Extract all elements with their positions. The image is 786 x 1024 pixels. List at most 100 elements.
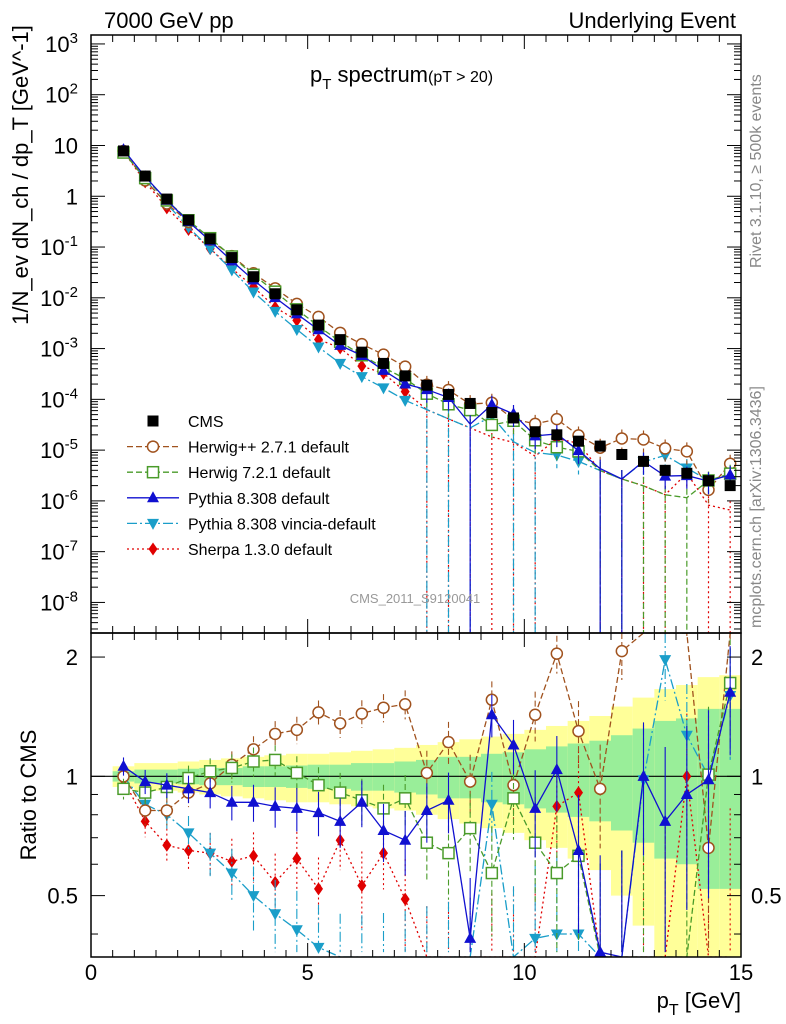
ratio-series-marker [269,909,282,921]
ratio-series-marker [182,782,195,794]
x-axis-label: pT [GeV] [657,988,741,1019]
legend-marker [147,415,159,427]
ratio-series-marker [485,866,499,880]
ratio-series-marker [507,738,520,750]
ratio-series-marker [312,942,325,954]
rivet-version-label: Rivet 3.1.10, ≥ 500k events [748,74,765,268]
ratio-series-marker [357,879,367,893]
ratio-series-marker [550,866,564,880]
main-series-marker [572,444,585,456]
ratio-series-marker [247,891,260,903]
main-series-marker [247,287,260,299]
legend-marker [146,440,160,453]
ratio-series-marker [268,727,282,741]
data-point [594,440,606,452]
data-point [313,319,324,331]
main-series-marker [399,395,412,407]
ratio-series-marker [290,801,303,813]
x-tick-label: 15 [729,960,753,985]
ratio-series-marker [615,644,629,658]
main-series-marker [485,418,499,432]
ratio-series-marker [290,925,303,937]
ratio-series-marker [572,843,585,855]
y-tick-label: 10-8 [40,588,78,615]
ratio-series-marker [464,931,477,943]
ratio-series-marker [529,801,542,813]
main-series-marker [680,445,694,458]
ratio-series-marker [225,761,239,775]
ratio-series-marker [637,769,650,781]
ratio-plot-area [117,633,737,957]
ratio-series-marker [247,795,260,807]
x-tick-label: 0 [85,960,97,985]
y-tick-label: 10-4 [40,385,78,412]
ratio-y-tick-label-left: 0.5 [47,884,78,909]
legend-marker [146,465,160,479]
ratio-series-marker [204,848,217,860]
band-green [719,708,741,889]
ratio-series-marker [507,792,520,805]
ratio-series-marker [160,778,173,790]
data-point [399,370,411,382]
main-series-marker [615,432,629,445]
ratio-y-tick-label-right: 0.5 [751,884,782,909]
legend-label: Pythia 8.308 vincia-default [188,516,376,533]
main-series-marker [312,342,325,354]
ratio-series-marker [398,698,412,711]
main-series-marker [225,265,238,277]
ratio-series-marker [204,786,217,798]
ratio-series-marker [420,803,433,815]
legend-marker [148,542,158,556]
ratio-y-axis-label: Ratio to CMS [16,730,41,861]
ratio-series-marker [659,655,672,667]
y-tick-label: 10-6 [40,487,78,514]
analysis-watermark: CMS_2011_S9120041 [350,591,481,606]
ratio-series-marker [333,717,347,730]
data-point [378,357,389,369]
ratio-series-marker [724,685,737,697]
ratio-series-marker [594,945,607,957]
ratio-series-marker [550,763,563,775]
main-series-marker [269,306,282,318]
data-point [421,379,433,391]
ratio-series-marker [463,775,477,788]
data-point [638,455,649,467]
y-tick-label: 102 [45,81,78,108]
ratio-series-marker [355,795,368,807]
ratio-series-marker [529,933,542,945]
legend-label: Sherpa 1.3.0 default [188,542,333,559]
data-point [161,193,173,205]
ratio-series-marker [184,843,193,857]
legend-marker [147,491,159,503]
data-point [551,429,563,441]
data-point [659,464,671,476]
data-point [486,407,498,419]
main-series-line [122,151,731,511]
ratio-series-marker [550,647,564,660]
main-series-marker [377,363,390,375]
x-tick-label: 5 [302,960,314,985]
ratio-series-marker [203,764,217,778]
ratio-series-marker [269,799,282,811]
data-point [443,388,454,400]
legend-label: CMS [188,414,224,431]
data-point [248,271,259,283]
data-point [464,397,476,409]
ratio-series-marker [160,804,174,817]
main-series-marker [550,412,564,426]
data-point [226,252,238,264]
ratio-series-marker [268,753,282,767]
ratio-series-marker [702,773,715,785]
ratio-series-marker [162,838,172,852]
ratio-series-marker [139,775,152,787]
ratio-series-marker [227,854,237,868]
ratio-series-marker [659,814,672,826]
ratio-y-tick-label-right: 2 [751,645,763,670]
y-tick-label: 10 [54,133,78,158]
ratio-series-marker [442,735,455,749]
y-tick-label: 103 [45,30,78,57]
main-series-marker [637,433,650,446]
ratio-series-marker [249,849,258,863]
ratio-y-tick-label-right: 1 [751,764,763,789]
